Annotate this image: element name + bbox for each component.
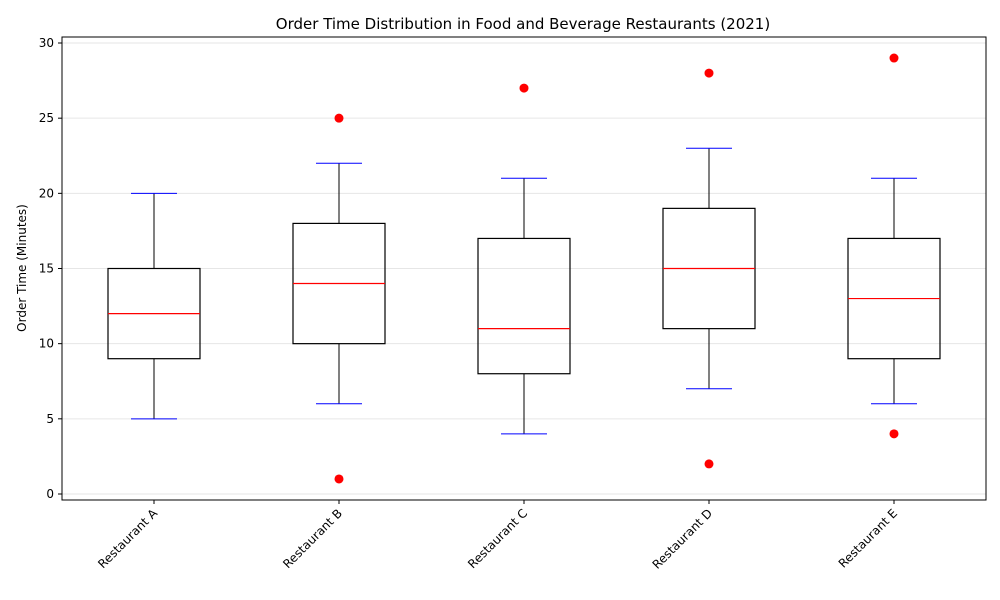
- x-tick-label-2: Restaurant B: [280, 506, 345, 571]
- y-axis-label: Order Time (Minutes): [15, 204, 29, 332]
- chart-title: Order Time Distribution in Food and Beve…: [276, 15, 770, 33]
- y-tick-label-25: 25: [39, 111, 54, 125]
- box-3: [477, 83, 571, 435]
- outlier-point: [889, 53, 899, 63]
- outlier-point: [334, 474, 344, 484]
- y-tick-label-15: 15: [39, 262, 54, 276]
- box-body: [477, 237, 571, 375]
- box-1: [107, 192, 201, 420]
- outlier-point: [519, 83, 529, 93]
- outlier-point: [704, 459, 714, 469]
- y-tick-label-5: 5: [46, 412, 54, 426]
- x-tick-label-3: Restaurant C: [465, 506, 530, 571]
- box-5: [847, 53, 941, 439]
- y-tick-label-10: 10: [39, 337, 54, 351]
- outlier-point: [704, 68, 714, 78]
- outlier-point: [889, 429, 899, 439]
- x-tick-label-1: Restaurant A: [95, 506, 160, 571]
- x-tick-label-4: Restaurant D: [650, 506, 716, 572]
- y-tick-label-20: 20: [39, 186, 54, 200]
- box-2: [292, 113, 386, 484]
- outlier-point: [334, 113, 344, 123]
- y-tick-label-30: 30: [39, 36, 54, 50]
- boxes: [107, 53, 941, 484]
- y-axis: 0 5 10 15 20 25 30: [39, 36, 62, 501]
- x-axis: Restaurant A Restaurant B Restaurant C Rest…: [95, 500, 900, 572]
- y-tick-label-0: 0: [46, 487, 54, 501]
- x-tick-label-5: Restaurant E: [836, 506, 900, 570]
- box-4: [662, 68, 756, 469]
